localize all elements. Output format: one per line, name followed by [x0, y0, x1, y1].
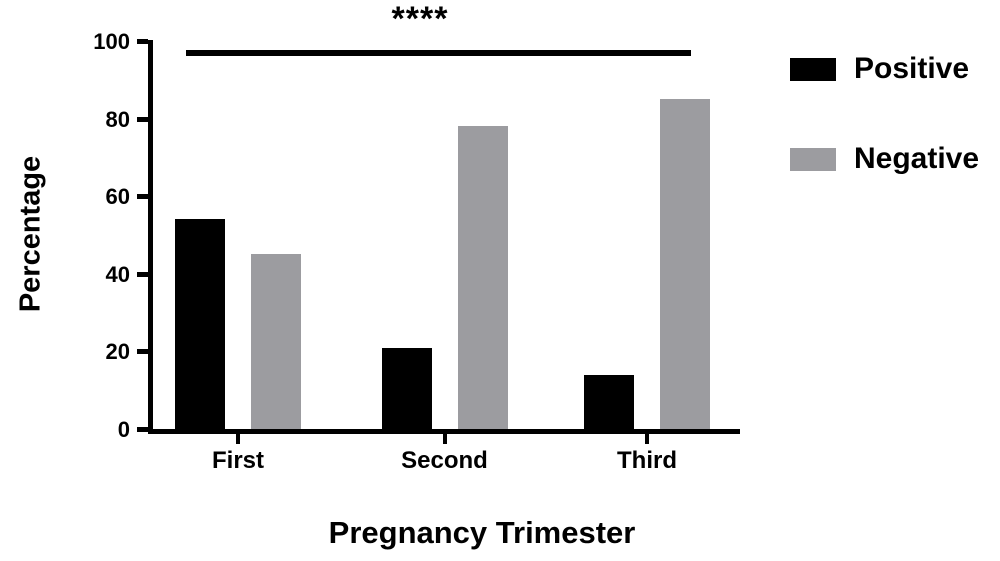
x-tick-label-first: First: [211, 447, 264, 474]
y-tick-label-20: 20: [105, 339, 130, 365]
y-tick-40: [137, 271, 148, 277]
bar-first-positive: [175, 219, 225, 429]
x-tick-third: [645, 432, 649, 444]
y-tick-80: [137, 116, 148, 122]
x-axis-line: [148, 429, 740, 434]
x-axis-title: Pregnancy Trimester: [328, 515, 636, 550]
legend-item-positive: Positive: [790, 54, 969, 84]
y-axis-title: Percentage: [14, 155, 47, 313]
bar-second-positive: [381, 348, 432, 429]
y-tick-label-60: 60: [105, 184, 130, 210]
y-tick-100: [137, 39, 148, 44]
bar-first-negative: [251, 254, 301, 429]
y-tick-label-0: 0: [117, 417, 130, 442]
bar-second-negative: [457, 126, 508, 429]
y-tick-20: [137, 349, 148, 355]
y-tick-label-100: 100: [93, 29, 130, 54]
x-tick-label-second: Second: [401, 447, 488, 474]
bar-third-negative: [660, 99, 710, 429]
significance-stars: ****: [391, 0, 449, 38]
y-tick-0: [137, 427, 148, 432]
significance-bracket: [186, 50, 691, 56]
y-tick-60: [137, 194, 148, 200]
y-tick-label-80: 80: [105, 106, 130, 132]
legend-swatch-negative: [790, 147, 836, 171]
legend-label-positive: Positive: [854, 52, 970, 85]
y-tick-label-40: 40: [105, 261, 130, 287]
x-tick-label-third: Third: [617, 447, 677, 474]
y-axis-line: [148, 40, 153, 434]
x-tick-first: [236, 432, 240, 444]
legend-item-negative: Negative: [790, 144, 979, 174]
x-tick-second: [442, 432, 447, 444]
legend-swatch-positive: [790, 57, 836, 81]
bar-third-positive: [584, 375, 634, 429]
legend-label-negative: Negative: [854, 142, 980, 175]
